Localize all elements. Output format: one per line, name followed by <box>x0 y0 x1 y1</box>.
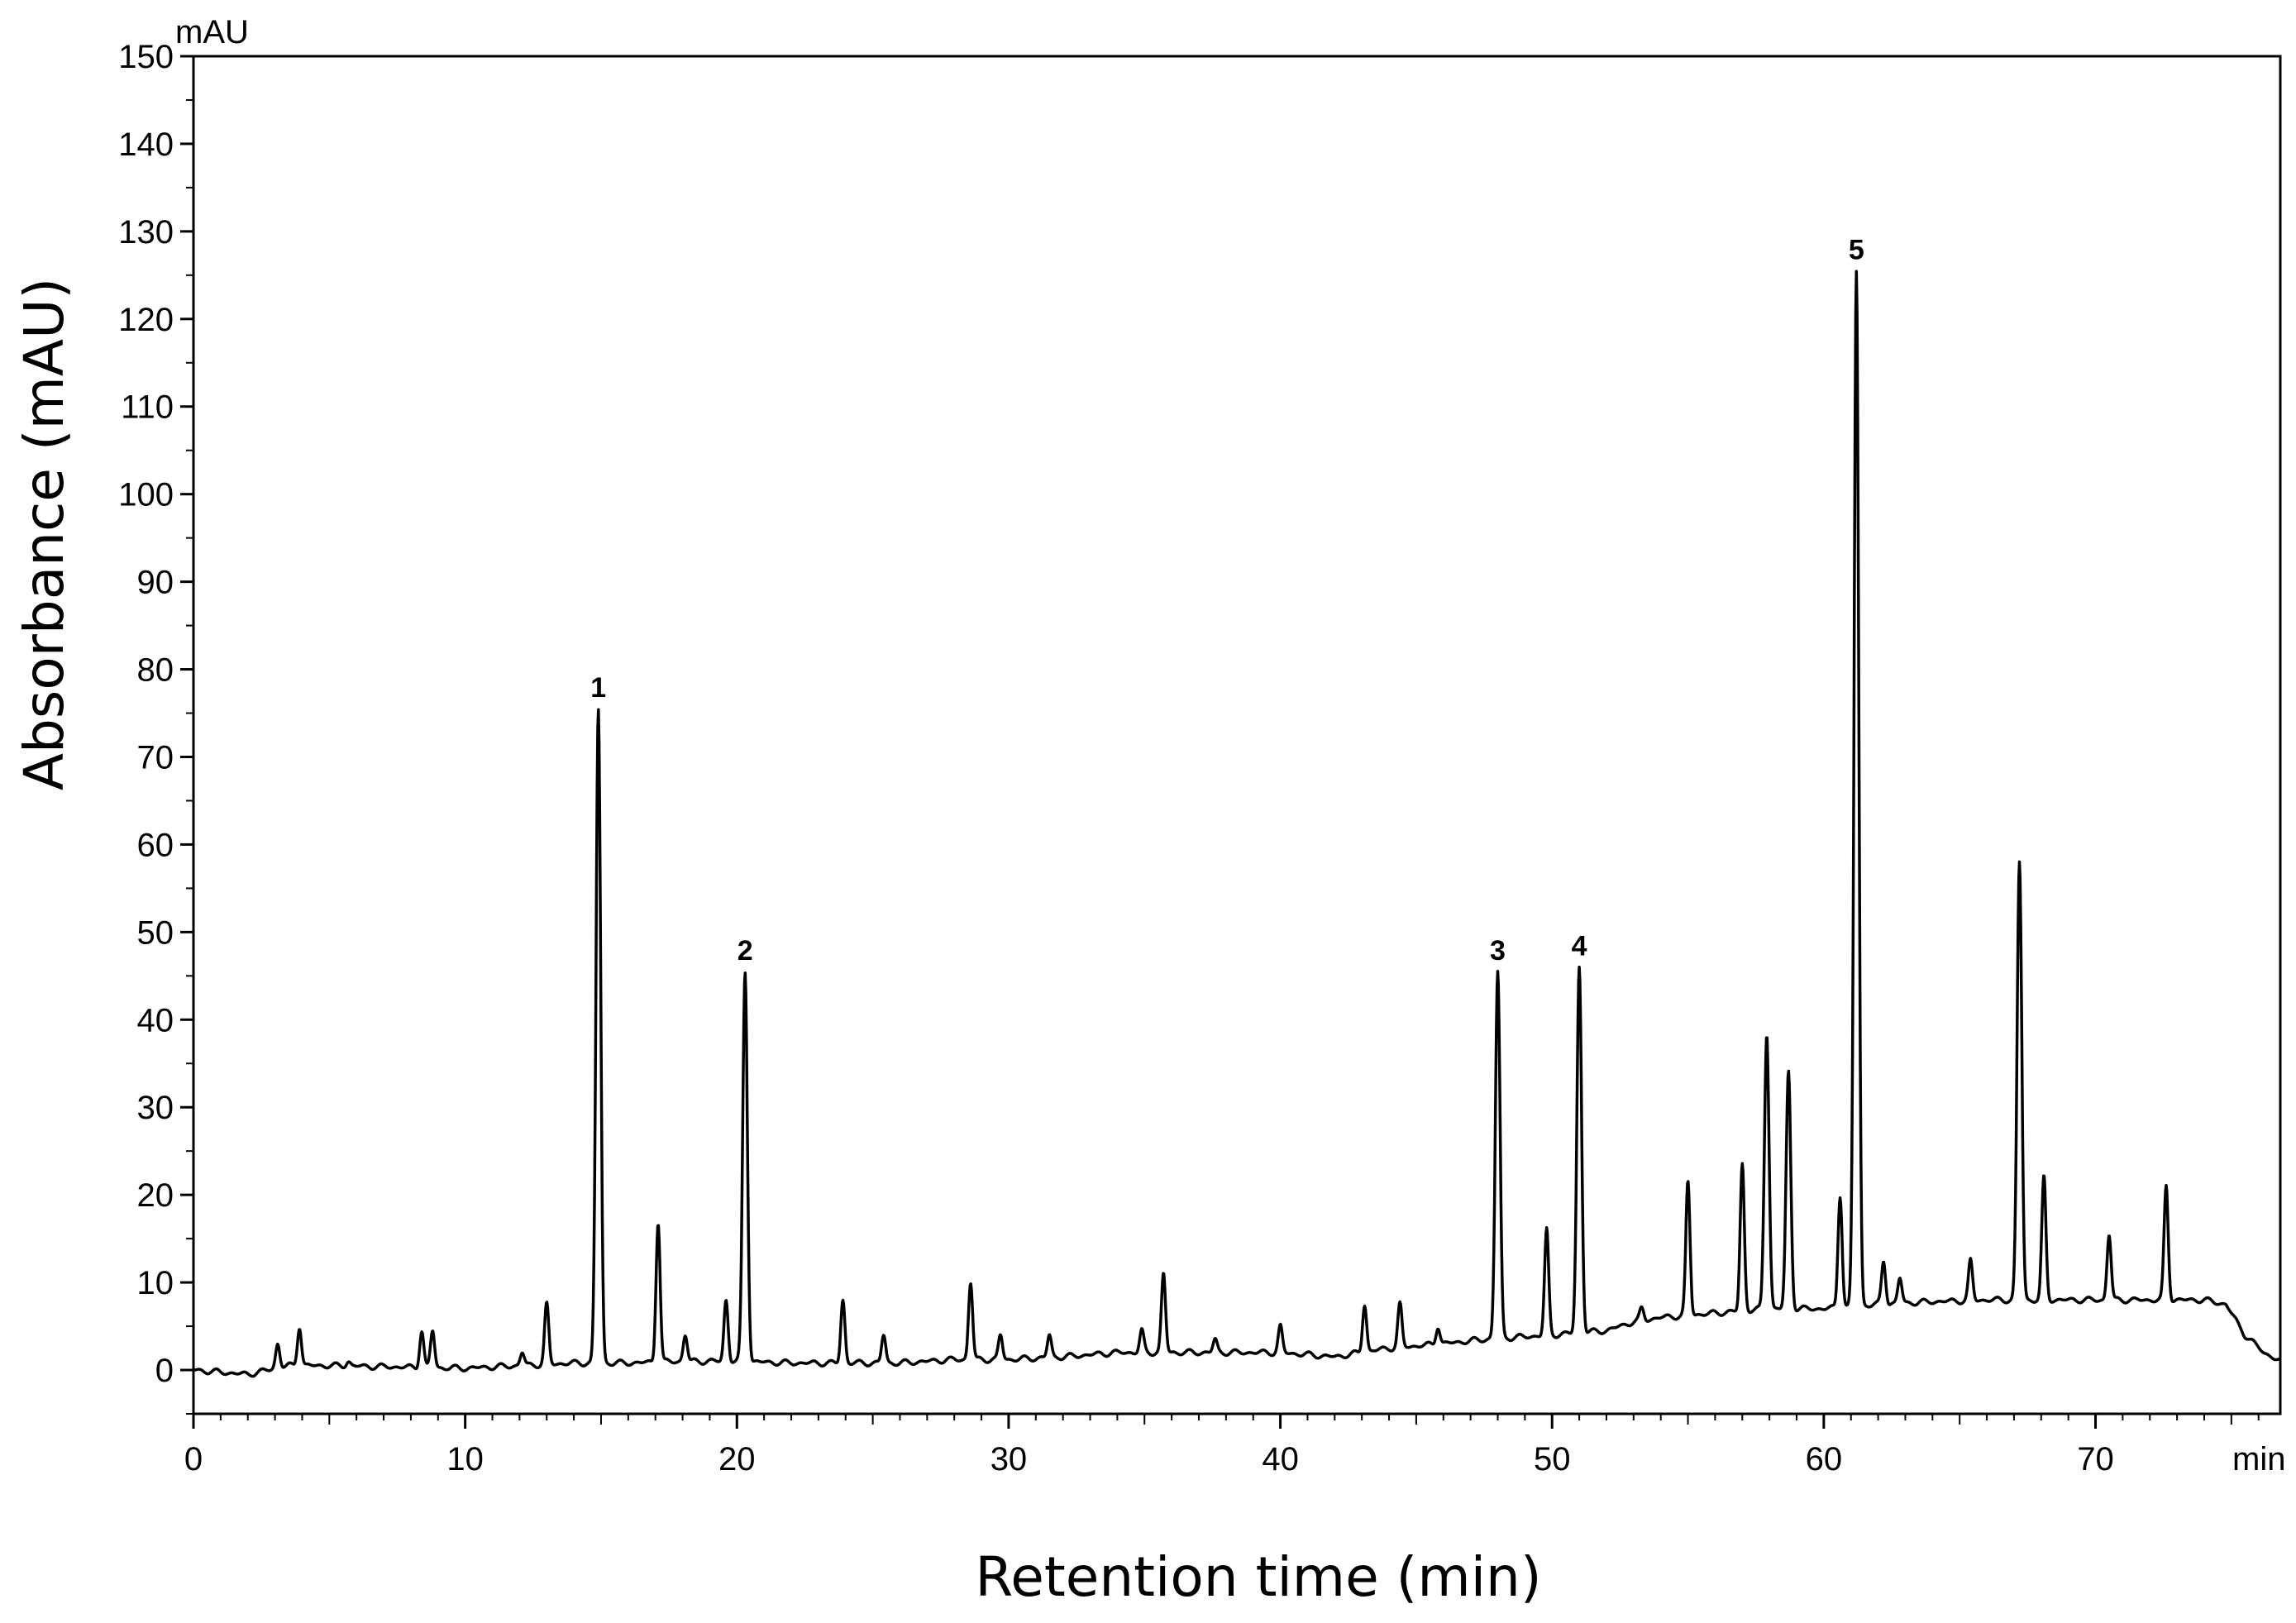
x-tick-label: 0 <box>184 1441 203 1477</box>
y-tick-label: 90 <box>137 565 174 601</box>
y-tick-label: 70 <box>137 739 174 776</box>
x-tick-label: 10 <box>446 1441 484 1477</box>
y-tick-label: 80 <box>137 652 174 689</box>
y-unit-label: mAU <box>175 14 249 50</box>
y-tick-label: 0 <box>155 1353 174 1389</box>
x-tick-label: 50 <box>1534 1441 1571 1477</box>
peak-label-2: 2 <box>737 935 753 967</box>
x-tick-label: 70 <box>2077 1441 2114 1477</box>
x-tick-label: 40 <box>1262 1441 1299 1477</box>
x-axis-title: Retention time (min) <box>975 1545 1541 1609</box>
chromatogram-trace <box>193 270 2281 1378</box>
peak-label-4: 4 <box>1572 931 1587 962</box>
peak-label-3: 3 <box>1490 935 1506 967</box>
x-axis: 0 10 20 30 40 50 60 70 <box>184 1414 2260 1477</box>
y-tick-label: 30 <box>137 1090 174 1126</box>
peak-label-1: 1 <box>590 672 606 704</box>
y-tick-label: 50 <box>137 914 174 951</box>
y-tick-label: 40 <box>137 1002 174 1038</box>
y-tick-label: 150 <box>118 39 174 75</box>
x-tick-label: 20 <box>718 1441 756 1477</box>
x-unit-label: min <box>2232 1441 2285 1477</box>
y-tick-label: 120 <box>118 302 174 338</box>
y-tick-label: 20 <box>137 1177 174 1214</box>
y-tick-label: 140 <box>118 126 174 163</box>
y-tick-label: 130 <box>118 214 174 251</box>
y-tick-label: 100 <box>118 477 174 513</box>
x-tick-label: 60 <box>1806 1441 1843 1477</box>
y-tick-label: 60 <box>137 827 174 863</box>
peak-label-5: 5 <box>1849 235 1864 266</box>
y-axis: 0 10 20 30 40 50 60 70 80 90 100 110 120 130 140 150 <box>118 39 193 1415</box>
y-tick-label: 10 <box>137 1265 174 1301</box>
plot-frame <box>192 55 2282 1415</box>
y-axis-title: Absorbance (mAU) <box>12 278 76 790</box>
y-tick-label: 110 <box>121 389 174 426</box>
peak-labels: 1 2 3 4 5 <box>590 235 1864 967</box>
x-tick-label: 30 <box>990 1441 1028 1477</box>
